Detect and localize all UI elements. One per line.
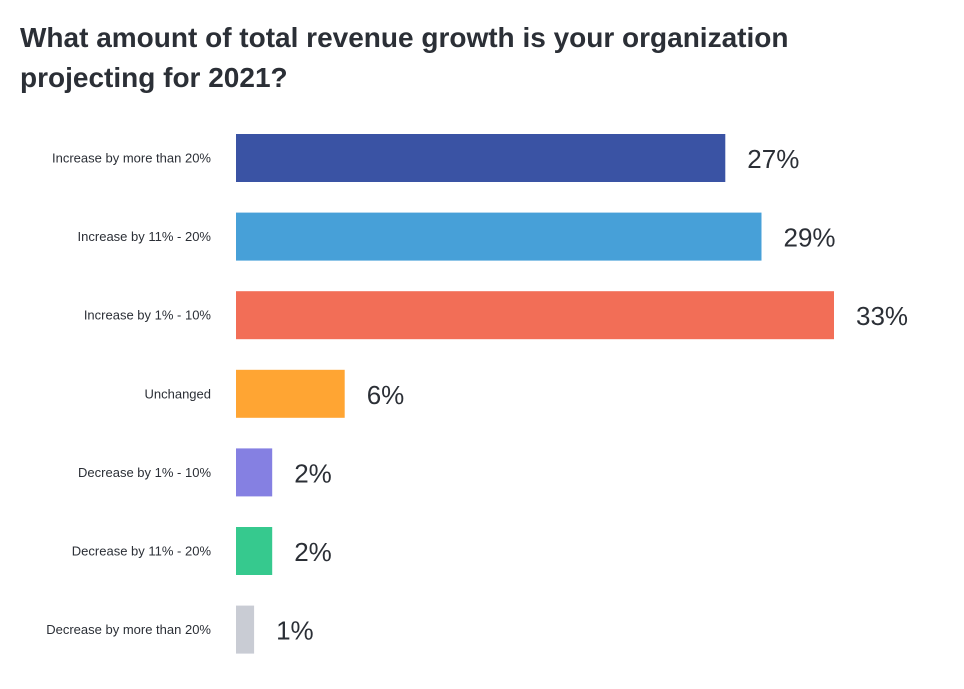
category-label: Increase by 11% - 20% bbox=[78, 229, 212, 244]
bar-row: Increase by more than 20% 27% bbox=[52, 134, 799, 182]
category-label: Decrease by 11% - 20% bbox=[72, 544, 212, 559]
category-label: Increase by more than 20% bbox=[52, 151, 211, 166]
bar bbox=[236, 134, 726, 182]
bar-row: Decrease by 1% - 10% 2% bbox=[78, 448, 332, 497]
value-label: 2% bbox=[294, 537, 332, 567]
value-label: 27% bbox=[747, 144, 799, 174]
bar-row: Increase by 1% - 10% 33% bbox=[84, 291, 908, 340]
category-label: Decrease by more than 20% bbox=[46, 622, 211, 637]
chart-title: What amount of total revenue growth is y… bbox=[20, 22, 789, 93]
bar-row: Unchanged 6% bbox=[145, 369, 405, 418]
category-label: Decrease by 1% - 10% bbox=[78, 465, 211, 480]
value-label: 33% bbox=[856, 301, 908, 331]
value-label: 6% bbox=[367, 380, 405, 410]
bar bbox=[236, 527, 273, 575]
category-label: Increase by 1% - 10% bbox=[84, 308, 212, 323]
bar-row: Increase by 11% - 20% 29% bbox=[78, 212, 836, 261]
bar bbox=[236, 369, 345, 418]
bars-layer: Increase by more than 20% 27%Increase by … bbox=[46, 134, 908, 654]
category-label: Unchanged bbox=[145, 386, 212, 401]
bar bbox=[236, 605, 255, 654]
value-label: 1% bbox=[276, 616, 314, 646]
bar bbox=[236, 212, 762, 261]
value-label: 29% bbox=[784, 223, 836, 253]
bar bbox=[236, 448, 273, 497]
value-label: 2% bbox=[294, 458, 332, 488]
bar-row: Decrease by 11% - 20% 2% bbox=[72, 527, 332, 575]
bar-row: Decrease by more than 20% 1% bbox=[46, 605, 314, 654]
bar bbox=[236, 291, 834, 340]
